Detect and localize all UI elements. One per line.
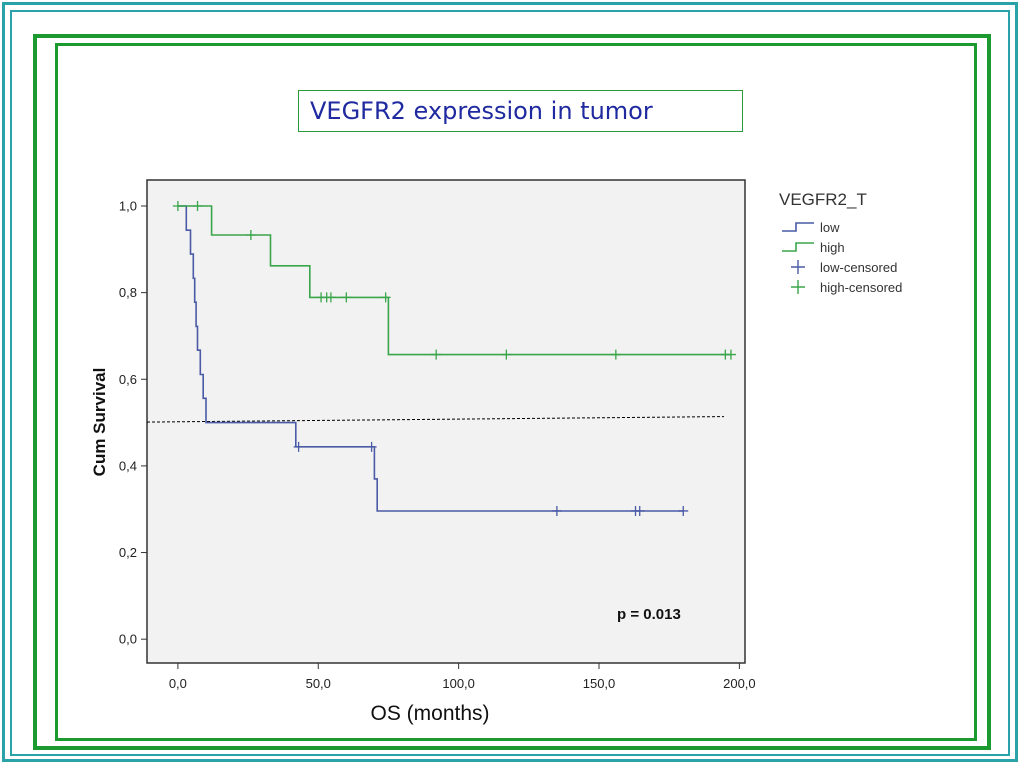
series-line-low bbox=[177, 205, 684, 512]
y-tick-label: 0,6 bbox=[119, 372, 137, 387]
chart-title: VEGFR2 expression in tumor bbox=[298, 90, 743, 132]
censor-mark-high bbox=[610, 349, 621, 360]
legend-swatch-high-censored bbox=[791, 280, 805, 294]
censor-mark-high bbox=[341, 292, 352, 303]
censor-mark-high bbox=[725, 349, 736, 360]
y-tick-label: 0,0 bbox=[119, 632, 137, 647]
censor-mark-high bbox=[501, 349, 512, 360]
censor-mark-high bbox=[192, 200, 203, 211]
legend-label-high: high bbox=[820, 240, 845, 255]
censor-mark-high bbox=[245, 230, 256, 241]
censor-mark-low bbox=[634, 505, 645, 516]
x-tick-label: 200,0 bbox=[723, 676, 756, 691]
x-axis-label: OS (months) bbox=[370, 702, 489, 725]
green-frame-outer bbox=[33, 34, 991, 750]
green-frame-inner bbox=[55, 43, 977, 741]
y-tick-label: 0,8 bbox=[119, 285, 137, 300]
legend-label-low: low bbox=[820, 220, 840, 235]
y-axis-label: Cum Survival bbox=[90, 368, 109, 477]
y-tick-label: 0,2 bbox=[119, 545, 137, 560]
legend-swatch-low bbox=[782, 222, 814, 232]
censor-mark-high bbox=[172, 200, 183, 211]
censor-mark-high bbox=[380, 292, 391, 303]
x-tick-label: 50,0 bbox=[306, 676, 331, 691]
reference-line-50 bbox=[146, 416, 725, 423]
y-tick-label: 1,0 bbox=[119, 198, 137, 213]
censor-mark-low bbox=[293, 441, 304, 452]
legend: VEGFR2_T low high low-censored high-censore… bbox=[779, 190, 902, 295]
x-tick-label: 150,0 bbox=[583, 676, 616, 691]
censor-mark-high bbox=[325, 292, 336, 303]
censor-mark-low bbox=[366, 441, 377, 452]
inner-teal-frame bbox=[10, 10, 1010, 756]
legend-swatch-high bbox=[782, 242, 814, 252]
censor-mark-high bbox=[431, 349, 442, 360]
p-value-annotation: p = 0.013 bbox=[617, 606, 681, 623]
legend-label-low-censored: low-censored bbox=[820, 260, 897, 275]
censor-mark-low bbox=[678, 505, 689, 516]
y-tick-label: 0,4 bbox=[119, 458, 137, 473]
x-tick-label: 100,0 bbox=[442, 676, 475, 691]
plot-area bbox=[146, 179, 746, 664]
legend-label-high-censored: high-censored bbox=[820, 280, 902, 295]
legend-title: VEGFR2_T bbox=[779, 190, 867, 209]
x-tick-label: 0,0 bbox=[169, 676, 187, 691]
legend-swatch-low-censored bbox=[791, 260, 805, 274]
censor-mark-low bbox=[551, 505, 562, 516]
series-line-high bbox=[177, 205, 731, 356]
